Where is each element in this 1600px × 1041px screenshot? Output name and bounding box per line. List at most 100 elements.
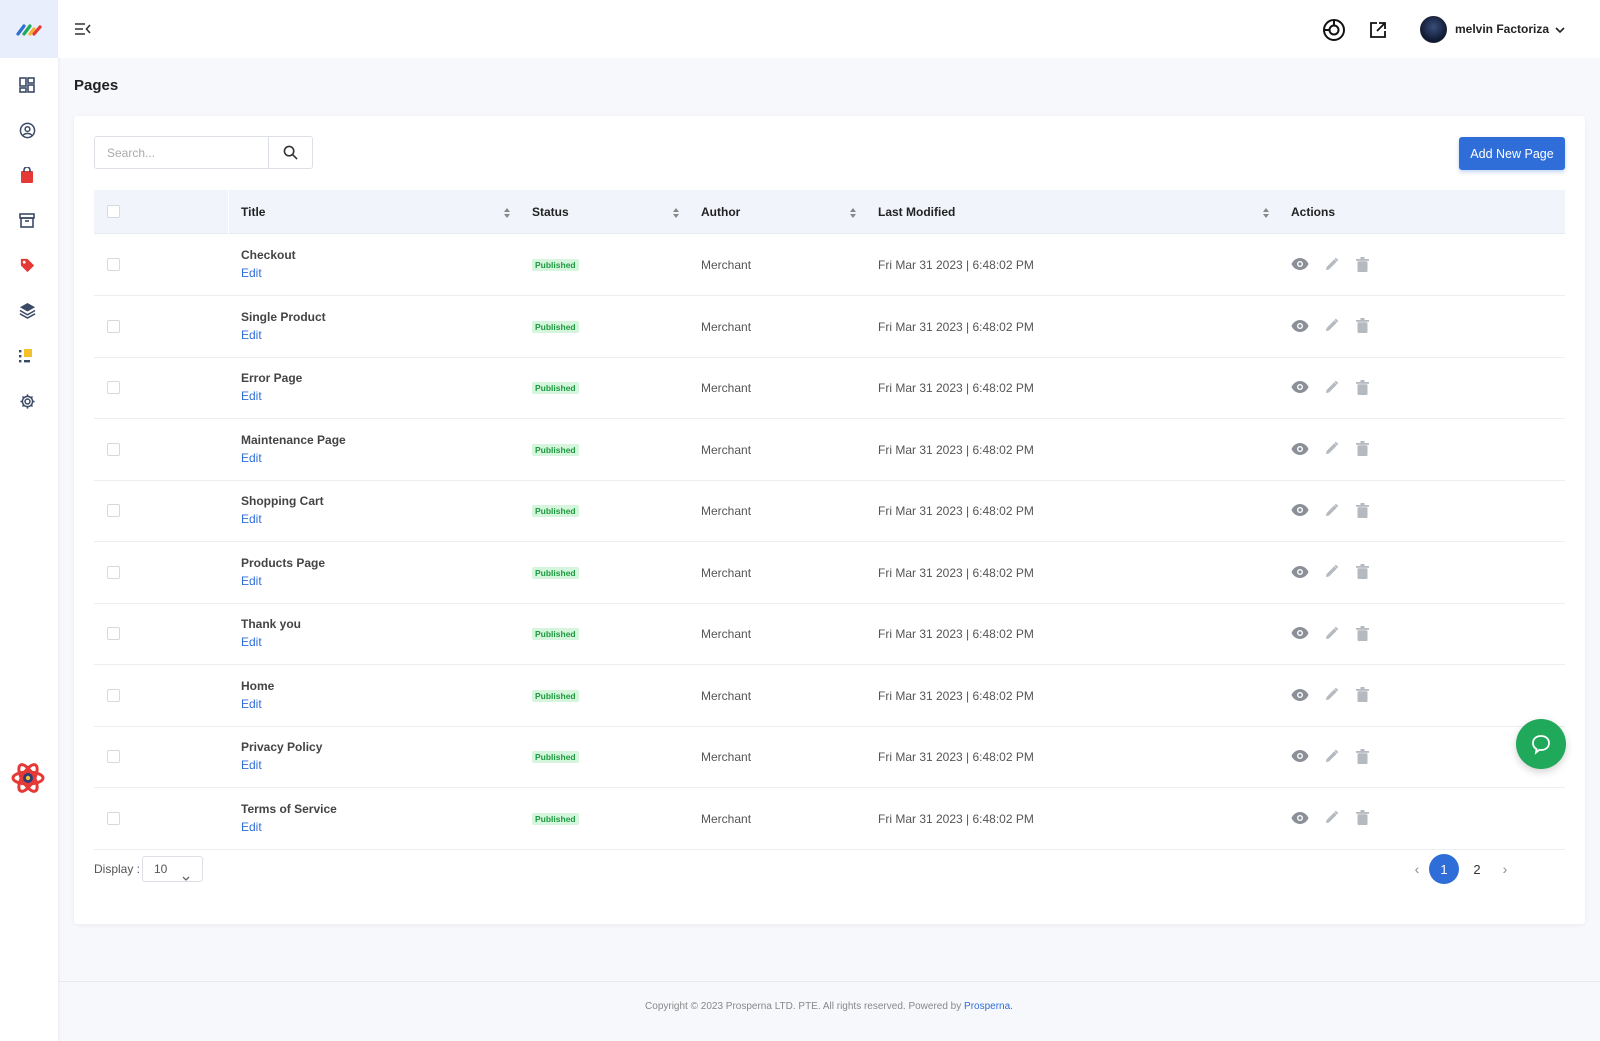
edit-link[interactable]: Edit [241,819,262,834]
page-2-button[interactable]: 2 [1473,861,1481,877]
menu-collapse-icon[interactable] [74,21,92,37]
delete-icon[interactable] [1352,808,1372,828]
author-cell: Merchant [701,504,752,518]
footer-divider [58,981,1600,982]
page-title-cell: Maintenance Page [241,432,346,447]
view-icon[interactable] [1290,316,1310,336]
edit-icon[interactable] [1321,623,1341,643]
view-icon[interactable] [1290,808,1310,828]
edit-icon[interactable] [1321,254,1341,274]
user-menu[interactable]: melvin Factoriza [1420,15,1565,43]
author-cell: Merchant [701,627,752,641]
edit-link[interactable]: Edit [241,450,262,465]
delete-icon[interactable] [1352,316,1372,336]
view-icon[interactable] [1290,254,1310,274]
column-author[interactable]: Author [701,205,741,219]
edit-link[interactable]: Edit [241,327,262,342]
edit-icon[interactable] [1321,316,1341,336]
row-checkbox[interactable] [107,627,120,640]
brand-logo[interactable] [0,0,58,58]
sort-icon[interactable] [672,206,680,218]
user-circle-icon[interactable] [17,120,37,140]
delete-icon[interactable] [1352,439,1372,459]
edit-link[interactable]: Edit [241,573,262,588]
edit-link[interactable]: Edit [241,266,262,280]
author-cell: Merchant [701,811,752,826]
status-badge: Published [532,320,579,333]
search-input[interactable] [95,137,269,168]
last-modified-cell: Fri Mar 31 2023 | 6:48:02 PM [878,381,1034,395]
display-select[interactable]: 10 [142,856,203,882]
edit-link[interactable]: Edit [241,389,262,403]
avatar [1420,15,1447,43]
edit-link[interactable]: Edit [241,758,262,772]
delete-icon[interactable] [1352,500,1372,520]
support-icon[interactable] [1322,18,1346,42]
edit-link[interactable]: Edit [241,696,262,711]
select-all-checkbox[interactable] [107,205,120,218]
external-link-icon[interactable] [1368,20,1392,44]
edit-icon[interactable] [1321,439,1341,459]
row-checkbox[interactable] [107,258,120,271]
layers-icon[interactable] [17,300,37,320]
row-checkbox[interactable] [107,811,120,825]
shopping-bag-icon[interactable] [17,165,37,185]
status-badge: Published [532,628,579,640]
page-1-button[interactable]: 1 [1429,854,1459,884]
column-last-modified[interactable]: Last Modified [878,205,956,219]
add-new-page-button[interactable]: Add New Page [1459,137,1565,170]
row-checkbox[interactable] [107,504,120,517]
dashboard-icon[interactable] [17,75,37,95]
sort-icon[interactable] [503,206,511,218]
row-checkbox[interactable] [107,688,120,702]
row-checkbox[interactable] [107,442,120,456]
last-modified-cell: Fri Mar 31 2023 | 6:48:02 PM [878,750,1034,764]
prosperna-link[interactable]: Prosperna. [964,1001,1013,1012]
delete-icon[interactable] [1352,623,1372,643]
edit-icon[interactable] [1321,500,1341,520]
status-badge: Published [532,566,579,579]
delete-icon[interactable] [1352,746,1372,766]
delete-icon[interactable] [1352,377,1372,397]
next-page-button[interactable]: › [1502,861,1508,877]
view-icon[interactable] [1290,562,1310,582]
edit-icon[interactable] [1321,562,1341,582]
chevron-down-icon [1555,20,1565,38]
sort-icon[interactable] [849,206,857,218]
gear-icon[interactable] [17,391,37,411]
last-modified-cell: Fri Mar 31 2023 | 6:48:02 PM [878,627,1034,641]
status-badge: Published [532,382,579,394]
delete-icon[interactable] [1352,685,1372,705]
edit-link[interactable]: Edit [241,512,262,526]
edit-link[interactable]: Edit [241,635,262,649]
prev-page-button[interactable]: ‹ [1414,861,1420,877]
row-checkbox[interactable] [107,381,120,394]
tag-icon[interactable] [17,255,37,275]
row-checkbox[interactable] [107,319,120,333]
view-icon[interactable] [1290,500,1310,520]
view-icon[interactable] [1290,377,1310,397]
row-checkbox[interactable] [107,750,120,763]
edit-icon[interactable] [1321,377,1341,397]
edit-icon[interactable] [1321,685,1341,705]
search-button[interactable] [269,137,312,168]
archive-icon[interactable] [17,210,37,230]
edit-icon[interactable] [1321,746,1341,766]
view-icon[interactable] [1290,746,1310,766]
chat-button[interactable] [1516,719,1566,769]
status-badge: Published [532,505,579,517]
delete-icon[interactable] [1352,562,1372,582]
copyright-text: Copyright © 2023 Prosperna LTD. PTE. All… [645,1001,965,1012]
view-icon[interactable] [1290,623,1310,643]
edit-icon[interactable] [1321,808,1341,828]
row-checkbox[interactable] [107,565,120,579]
delete-icon[interactable] [1352,254,1372,274]
column-status[interactable]: Status [532,205,569,219]
view-icon[interactable] [1290,439,1310,459]
sort-icon[interactable] [1262,206,1270,218]
react-logo-icon[interactable] [10,760,46,796]
list-icon[interactable] [17,346,37,366]
view-icon[interactable] [1290,685,1310,705]
column-title[interactable]: Title [241,205,266,219]
last-modified-cell: Fri Mar 31 2023 | 6:48:02 PM [878,688,1034,703]
